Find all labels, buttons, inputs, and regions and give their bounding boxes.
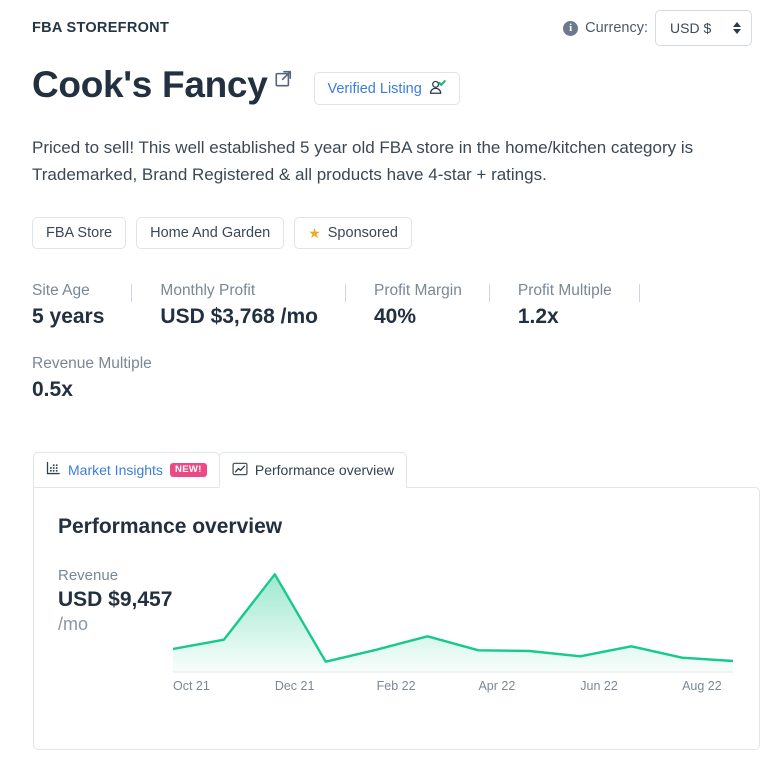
- revenue-chart[interactable]: Oct 21 Dec 21 Feb 22 Apr 22 Jun 22 Aug 22: [173, 567, 759, 695]
- x-axis-tick-label: Jun 22: [580, 679, 618, 693]
- currency-select-value: USD $: [670, 20, 712, 36]
- metric-value: 1.2x: [517, 304, 559, 328]
- metric-monthly-profit: Monthly Profit USD $3,768 /mo: [160, 282, 346, 329]
- tag-sponsored[interactable]: ★ Sponsored: [294, 216, 412, 249]
- revenue-area-chart[interactable]: [173, 567, 733, 673]
- x-axis-tick-label: Aug 22: [682, 679, 722, 693]
- tag-label: FBA Store: [46, 224, 113, 241]
- currency-control: i Currency: USD $: [563, 10, 752, 46]
- tab-market-insights[interactable]: Market Insights NEW!: [33, 452, 220, 488]
- metric-site-age: Site Age 5 years: [32, 281, 133, 329]
- title-row: Cook's Fancy Verified Listing: [32, 66, 752, 105]
- tab-label: Market Insights: [68, 462, 163, 478]
- tag-list: FBA Store Home And Garden ★ Sponsored: [32, 216, 752, 249]
- metric-label: Site Age: [32, 281, 90, 299]
- x-axis-tick-label: Feb 22: [376, 679, 416, 693]
- metric-profit-margin: Profit Margin 40%: [374, 282, 490, 329]
- metrics-row: Site Age 5 years Monthly Profit USD $3,7…: [32, 282, 732, 402]
- x-axis-tick-label: Dec 21: [274, 679, 315, 693]
- metric-value: USD $3,768 /mo: [160, 304, 318, 328]
- tag-label: Home And Garden: [150, 224, 271, 241]
- performance-card: Performance overview Revenue USD $9,457 …: [33, 487, 760, 750]
- metric-label: Revenue Multiple: [32, 354, 152, 372]
- chart-line-icon: [232, 461, 248, 480]
- x-axis-tick-label: Apr 22: [478, 679, 516, 693]
- chart-area: Revenue USD $9,457 /mo: [34, 567, 759, 695]
- revenue-period: /mo: [58, 613, 89, 634]
- currency-label: Currency:: [585, 20, 648, 36]
- card-title: Performance overview: [58, 515, 283, 538]
- currency-select[interactable]: USD $: [655, 10, 752, 46]
- listing-description: Priced to sell! This well established 5 …: [32, 138, 694, 184]
- revenue-label: Revenue: [58, 567, 119, 584]
- revenue-summary: Revenue USD $9,457 /mo: [58, 567, 173, 695]
- tag-label: Sponsored: [327, 224, 398, 241]
- tab-performance-overview[interactable]: Performance overview: [218, 452, 408, 488]
- metric-revenue-multiple: Revenue Multiple 0.5x: [32, 355, 704, 402]
- metric-value: 40%: [373, 304, 417, 328]
- tab-label: Performance overview: [254, 462, 395, 478]
- external-link-icon[interactable]: [274, 70, 292, 92]
- star-icon: ★: [308, 224, 321, 241]
- metric-label: Profit Margin: [373, 281, 462, 299]
- tab-list: Market Insights NEW! Performance overvie…: [33, 452, 760, 488]
- page-title: Cook's Fancy: [32, 64, 268, 105]
- page-eyebrow: FBA STOREFRONT: [32, 20, 170, 36]
- chart-x-axis-labels: Oct 21 Dec 21 Feb 22 Apr 22 Jun 22 Aug 22: [173, 679, 759, 695]
- verified-listing-badge[interactable]: Verified Listing: [313, 72, 460, 105]
- scatter-plot-icon: [46, 461, 61, 479]
- tabs-section: Market Insights NEW! Performance overvie…: [33, 452, 760, 750]
- metric-label: Profit Multiple: [517, 281, 612, 299]
- revenue-value: USD $9,457: [58, 588, 173, 611]
- tag-home-and-garden[interactable]: Home And Garden: [136, 216, 285, 249]
- top-bar: FBA STOREFRONT i Currency: USD $: [32, 0, 752, 46]
- metric-value: 0.5x: [32, 377, 73, 401]
- tab-new-badge: NEW!: [169, 462, 207, 478]
- verified-listing-label: Verified Listing: [327, 80, 422, 97]
- metric-profit-multiple: Profit Multiple 1.2x: [518, 282, 640, 329]
- tag-fba-store[interactable]: FBA Store: [32, 216, 127, 249]
- info-icon[interactable]: i: [563, 20, 579, 36]
- x-axis-tick-label: Oct 21: [173, 679, 210, 693]
- metric-value: 5 years: [32, 304, 105, 328]
- metric-label: Monthly Profit: [160, 281, 256, 299]
- spinner-arrows-icon[interactable]: [733, 22, 741, 34]
- user-verified-icon: [429, 79, 446, 99]
